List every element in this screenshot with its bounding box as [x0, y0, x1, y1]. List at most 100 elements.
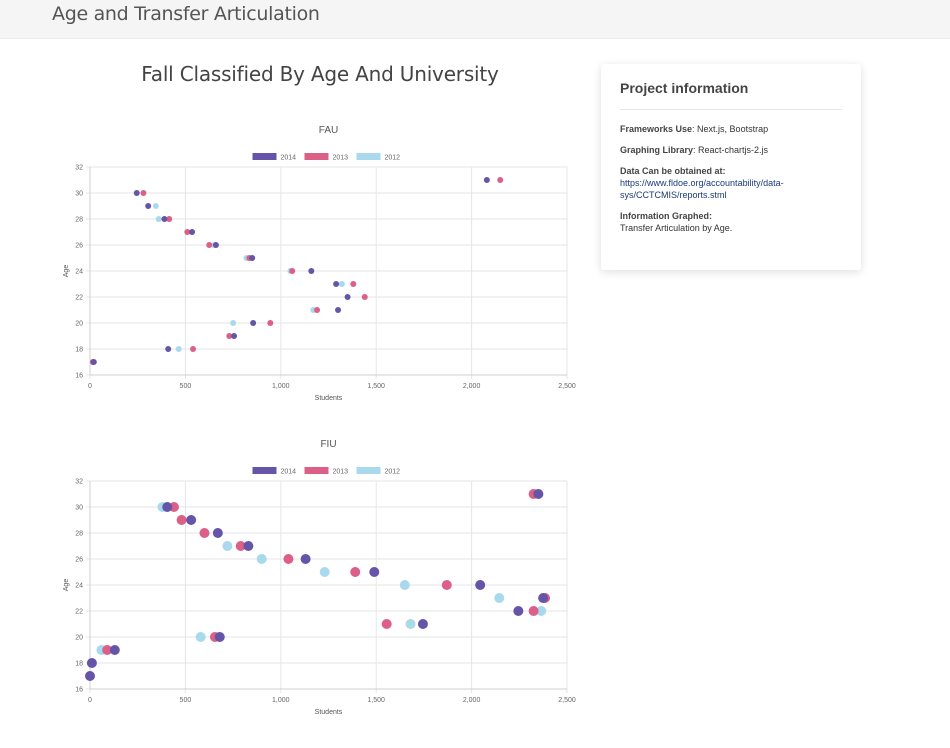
fau-chart: FAU 2014 2013 2012 0 500 1,000 1,500 2,000 2,500 1… — [56, 118, 580, 408]
data-point — [199, 528, 210, 538]
navbar-brand[interactable]: Age and Transfer Articulation — [52, 3, 320, 25]
y-axis-label: Age — [63, 579, 70, 592]
fau-chart-svg: FAU 2014 2013 2012 0 500 1,000 1,500 2,000 2,500 1… — [63, 125, 576, 402]
data-point — [335, 307, 342, 313]
graphed-label: Information Graphed: — [620, 211, 712, 221]
y-tick-label: 20 — [75, 321, 83, 328]
data-point — [361, 294, 368, 300]
data-point — [226, 333, 233, 339]
data-point — [344, 294, 351, 300]
x-tick-label: 2,000 — [463, 697, 481, 704]
y-tick-label: 22 — [75, 609, 83, 616]
data-point — [145, 203, 152, 209]
legend-label-2012: 2012 — [385, 469, 401, 476]
data-point — [381, 619, 392, 629]
data-source-label: Data Can be obtained at: — [620, 166, 726, 176]
data-point — [184, 229, 191, 235]
frameworks-value: : Next.js, Bootstrap — [692, 124, 769, 134]
data-point — [289, 268, 296, 274]
fiu-chart-svg: FIU 2014 2013 2012 0 500 1,000 1,500 2,000 2,500 1… — [63, 439, 576, 716]
y-tick-label: 28 — [75, 531, 83, 538]
chart-title: FAU — [319, 125, 338, 136]
data-point — [533, 489, 544, 499]
data-point — [152, 203, 159, 209]
fiu-chart: FIU 2014 2013 2012 0 500 1,000 1,500 2,000 2,500 1… — [56, 432, 580, 722]
y-tick-label: 32 — [75, 165, 83, 172]
graphing-value: : React-chartjs-2.js — [693, 145, 769, 155]
data-point — [249, 255, 256, 261]
x-axis-label: Students — [315, 395, 343, 402]
data-point — [155, 216, 162, 222]
y-tick-label: 26 — [75, 557, 83, 564]
data-point — [256, 554, 267, 564]
page-title: Fall Classified By Age And University — [141, 62, 499, 86]
y-tick-label: 30 — [75, 505, 83, 512]
project-info-title: Project information — [620, 80, 842, 110]
legend-swatch-2013 — [304, 467, 329, 474]
data-point — [483, 177, 490, 183]
data-point — [405, 619, 416, 629]
y-tick-label: 20 — [75, 635, 83, 642]
data-source-link[interactable]: https://www.fldoe.org/accountability/dat… — [620, 178, 784, 200]
data-point — [528, 606, 539, 616]
data-point — [314, 307, 321, 313]
y-tick-label: 32 — [75, 479, 83, 486]
data-point — [333, 281, 340, 287]
data-point — [102, 645, 113, 655]
x-tick-label: 0 — [88, 383, 92, 390]
data-point — [86, 658, 97, 668]
data-point — [538, 593, 549, 603]
legend-swatch-2013 — [304, 153, 329, 160]
data-point — [235, 541, 246, 551]
data-point — [230, 320, 237, 326]
data-point — [133, 190, 140, 196]
x-tick-label: 2,000 — [463, 383, 481, 390]
series-2014 — [85, 489, 549, 681]
data-point — [513, 606, 524, 616]
data-point — [166, 216, 173, 222]
legend-swatch-2012 — [356, 467, 381, 474]
data-point — [186, 515, 197, 525]
data-point — [175, 346, 182, 352]
graphed-value: Transfer Articulation by Age. — [620, 223, 733, 233]
legend-swatch-2014 — [252, 153, 277, 160]
data-point — [250, 320, 257, 326]
data-point — [283, 554, 294, 564]
x-tick-label: 1,500 — [367, 697, 385, 704]
data-point — [222, 541, 233, 551]
data-point — [212, 242, 219, 248]
data-point — [243, 541, 254, 551]
data-point — [231, 333, 238, 339]
data-point — [161, 216, 168, 222]
legend-label-2012: 2012 — [385, 155, 401, 162]
data-point — [417, 619, 428, 629]
y-tick-label: 24 — [75, 269, 83, 276]
y-tick-label: 16 — [75, 687, 83, 694]
y-tick-label: 26 — [75, 243, 83, 250]
legend-label-2014: 2014 — [281, 469, 297, 476]
data-point — [441, 580, 452, 590]
data-point — [338, 281, 345, 287]
data-point — [162, 502, 173, 512]
graphing-row: Graphing Library: React-chartjs-2.js — [620, 144, 842, 156]
data-point — [350, 567, 361, 577]
frameworks-label: Frameworks Use — [620, 124, 693, 134]
graphed-row: Information Graphed: Transfer Articulati… — [620, 210, 842, 234]
legend-swatch-2014 — [252, 467, 277, 474]
x-axis-label: Students — [315, 709, 343, 716]
y-grid: 16 18 20 22 24 26 28 30 32 — [75, 165, 567, 380]
y-grid: 16 18 20 22 24 26 28 30 32 — [75, 479, 567, 694]
data-point — [176, 515, 187, 525]
data-point — [497, 177, 504, 183]
frameworks-row: Frameworks Use: Next.js, Bootstrap — [620, 123, 842, 135]
data-point — [90, 359, 97, 365]
data-point — [140, 190, 147, 196]
data-source-row: Data Can be obtained at: https://www.fld… — [620, 165, 842, 201]
x-tick-label: 1,500 — [367, 383, 385, 390]
y-tick-label: 16 — [75, 373, 83, 380]
y-tick-label: 24 — [75, 583, 83, 590]
x-tick-label: 1,000 — [272, 697, 290, 704]
series-2012 — [152, 203, 345, 352]
data-point — [267, 320, 274, 326]
data-point — [190, 346, 197, 352]
